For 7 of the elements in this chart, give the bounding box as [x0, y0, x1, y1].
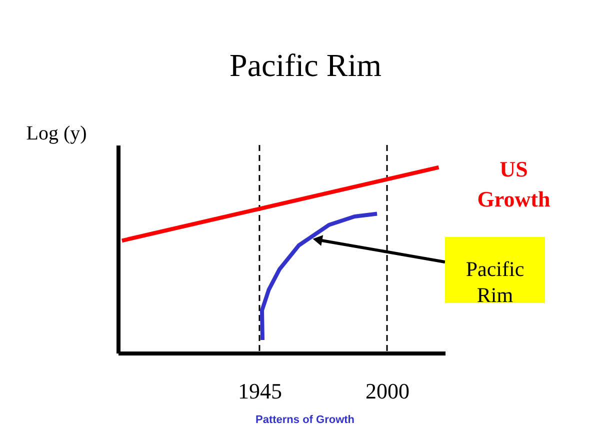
y-axis-title: Log (y) — [26, 122, 87, 144]
text: Patterns of Growth — [255, 414, 355, 426]
series-label: US Growth — [477, 156, 550, 212]
chart-title: Pacific Rim — [230, 47, 382, 83]
annotation: Pacific Rim — [466, 257, 524, 307]
x-tick-label: 1945 — [238, 378, 282, 404]
x-tick-label: 2000 — [366, 378, 410, 404]
